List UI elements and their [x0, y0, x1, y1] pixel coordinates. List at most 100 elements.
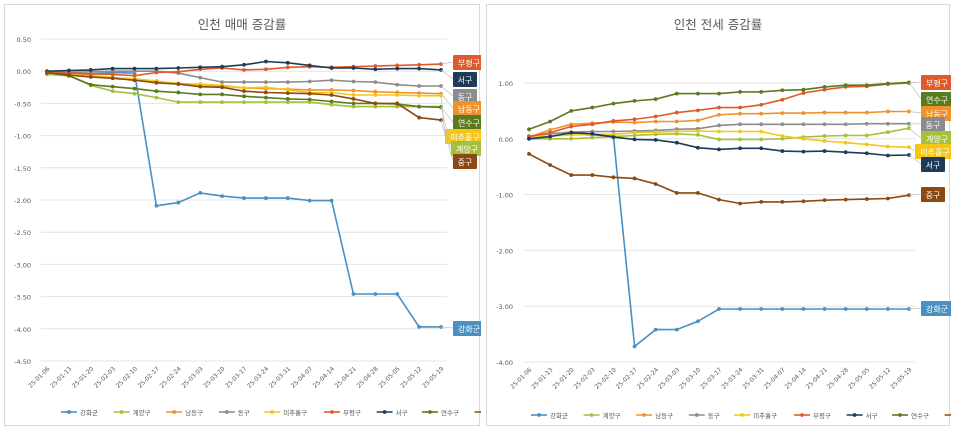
- data-point: [780, 88, 785, 93]
- data-point: [653, 114, 658, 119]
- legend-entry: 남동구: [655, 411, 673, 420]
- x-tick-label: 25-04-28: [826, 366, 850, 390]
- data-point: [154, 95, 159, 100]
- legend-entry: 남동구: [185, 408, 203, 417]
- data-point: [822, 307, 827, 311]
- data-point: [738, 122, 743, 127]
- end-label-box: [915, 144, 951, 159]
- data-point: [45, 70, 49, 75]
- data-point: [395, 82, 400, 87]
- data-point: [176, 100, 181, 105]
- data-point: [527, 127, 531, 132]
- data-point: [110, 84, 115, 89]
- data-point: [780, 134, 785, 138]
- legend-marker: [800, 413, 804, 417]
- end-label-box: [921, 187, 945, 202]
- data-point: [611, 119, 616, 123]
- label-leader: [908, 146, 916, 152]
- data-point: [695, 118, 700, 123]
- data-point: [220, 85, 225, 90]
- legend-entry: 연수구: [911, 412, 929, 420]
- data-point: [351, 101, 356, 106]
- data-point: [738, 105, 743, 110]
- y-tick-label: 0.50: [17, 36, 31, 44]
- data-point: [590, 173, 595, 177]
- data-point: [717, 129, 721, 134]
- data-point: [176, 69, 181, 74]
- data-point: [263, 196, 268, 200]
- legend-marker: [270, 410, 275, 414]
- label-leader: [908, 193, 922, 196]
- data-point: [417, 324, 422, 329]
- label-leader: [908, 127, 922, 139]
- data-point: [864, 307, 869, 311]
- end-label: 중구: [458, 158, 473, 167]
- data-point: [373, 101, 378, 106]
- data-point: [373, 292, 378, 296]
- end-label-box: [921, 75, 951, 90]
- data-point: [780, 111, 785, 116]
- y-tick-label: 0.00: [17, 68, 31, 76]
- data-point: [843, 110, 848, 115]
- data-point: [351, 66, 356, 70]
- data-point: [329, 102, 334, 107]
- data-point: [780, 199, 785, 204]
- data-point: [527, 151, 531, 156]
- end-label-box: [453, 115, 481, 130]
- legend-marker: [694, 413, 699, 417]
- data-point: [843, 133, 848, 138]
- data-point: [611, 175, 616, 180]
- data-point: [843, 197, 848, 202]
- data-point: [88, 71, 93, 76]
- data-point: [548, 163, 553, 167]
- data-point: [548, 127, 553, 132]
- y-tick-label: -1.00: [14, 133, 31, 141]
- x-tick-label: 25-01-06: [509, 366, 533, 390]
- x-tick-label: 25-04-28: [356, 365, 380, 389]
- x-tick-label: 25-05-19: [889, 366, 913, 390]
- legend-entry: 계양구: [603, 411, 621, 420]
- data-point: [759, 307, 764, 311]
- data-point: [674, 327, 679, 332]
- data-point: [611, 132, 616, 137]
- x-tick-label: 25-03-24: [246, 365, 270, 389]
- data-point: [373, 89, 378, 94]
- data-point: [653, 138, 658, 142]
- data-point: [674, 110, 679, 115]
- data-point: [885, 81, 890, 86]
- data-point: [674, 140, 679, 145]
- data-point: [285, 196, 290, 200]
- data-point: [220, 194, 225, 199]
- legend-entry: 미추홀구: [753, 411, 777, 420]
- sales-change-chart-panel: 인천 매매 증감률 0.50 0.00 -0.50 -1.00 -1.50 -2.00 -2…: [4, 4, 481, 426]
- data-point: [548, 119, 553, 124]
- data-point: [198, 75, 203, 80]
- chart-title: 인천 매매 증감률: [197, 17, 287, 32]
- legend-marker: [852, 413, 857, 417]
- data-point: [695, 129, 700, 133]
- data-point: [329, 66, 334, 70]
- data-point: [843, 307, 848, 311]
- data-point: [285, 65, 290, 70]
- data-point: [738, 129, 743, 134]
- data-point: [632, 133, 637, 138]
- legend-entry: 계양구: [133, 408, 151, 417]
- series-line: [528, 153, 910, 205]
- data-point: [885, 144, 890, 149]
- data-point: [822, 139, 827, 143]
- data-point: [843, 140, 848, 145]
- legend-marker: [898, 413, 902, 417]
- x-tick-label: 25-02-24: [159, 365, 183, 389]
- x-tick-label: 25-04-14: [784, 366, 808, 390]
- data-point: [885, 109, 890, 114]
- data-point: [569, 173, 574, 177]
- end-label: 계양구: [926, 134, 948, 144]
- data-point: [843, 150, 848, 155]
- series-1: [527, 132, 911, 349]
- data-point: [88, 82, 93, 87]
- end-label: 미추홀구: [450, 132, 479, 142]
- data-point: [695, 191, 700, 195]
- data-point: [417, 115, 422, 120]
- x-tick-label: 25-03-10: [202, 365, 226, 389]
- y-tick-label: -1.50: [14, 165, 31, 173]
